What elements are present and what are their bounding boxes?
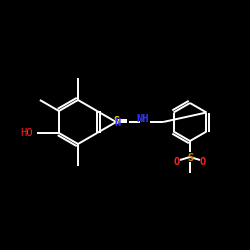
Text: S: S bbox=[113, 116, 119, 126]
Text: O: O bbox=[200, 157, 206, 167]
Text: NH: NH bbox=[137, 114, 149, 124]
Text: S: S bbox=[187, 153, 193, 163]
Text: HO: HO bbox=[21, 128, 33, 138]
Text: N: N bbox=[114, 118, 120, 128]
Text: O: O bbox=[174, 157, 180, 167]
